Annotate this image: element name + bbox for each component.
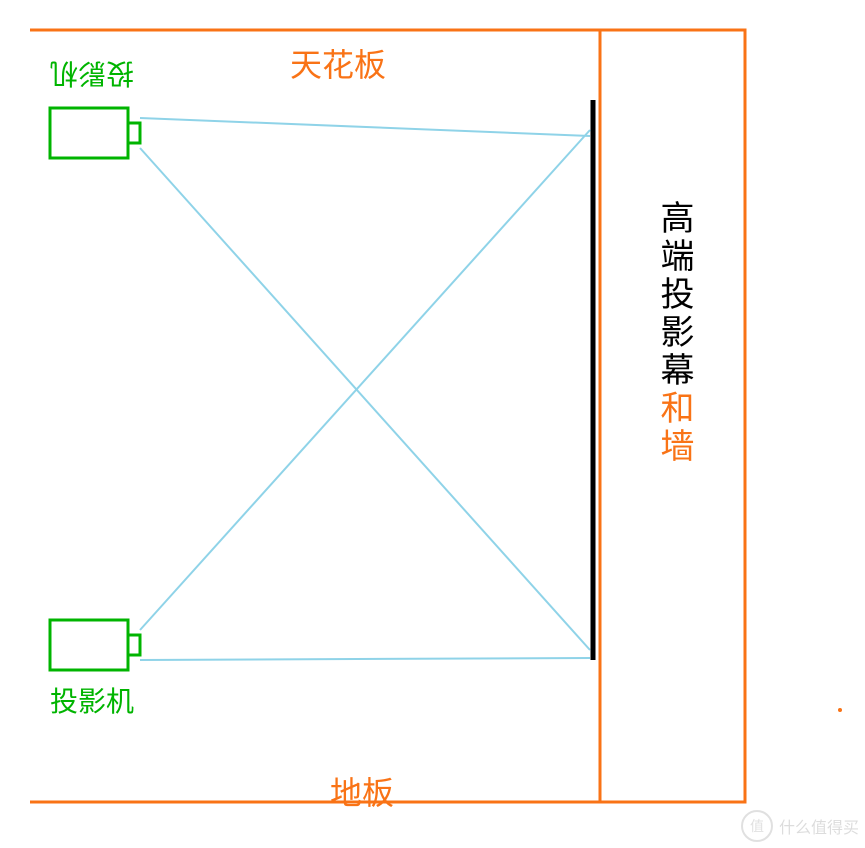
projector-bottom-text: 投影机 xyxy=(50,686,134,717)
watermark: 值 什么值得买 xyxy=(741,810,859,842)
ceiling-text: 天花板 xyxy=(290,47,386,83)
watermark-text: 什么值得买 xyxy=(779,814,859,838)
screen-label-orange: 和墙 xyxy=(655,390,693,466)
floor-text: 地板 xyxy=(330,775,394,811)
watermark-icon: 值 xyxy=(741,810,773,842)
floor-label: 地板 xyxy=(330,768,394,814)
screen-label-black: 高端投影幕 xyxy=(655,200,693,390)
projection-diagram xyxy=(0,0,865,848)
projector-top-text: 投影机 xyxy=(50,58,134,89)
projector-bottom-label: 投影机 xyxy=(50,680,134,720)
projector-top-label: 投影机 xyxy=(50,55,134,95)
watermark-circle-text: 值 xyxy=(750,816,764,836)
screen-label: 高端投影幕和墙 xyxy=(650,200,699,466)
ceiling-label: 天花板 xyxy=(290,40,386,86)
